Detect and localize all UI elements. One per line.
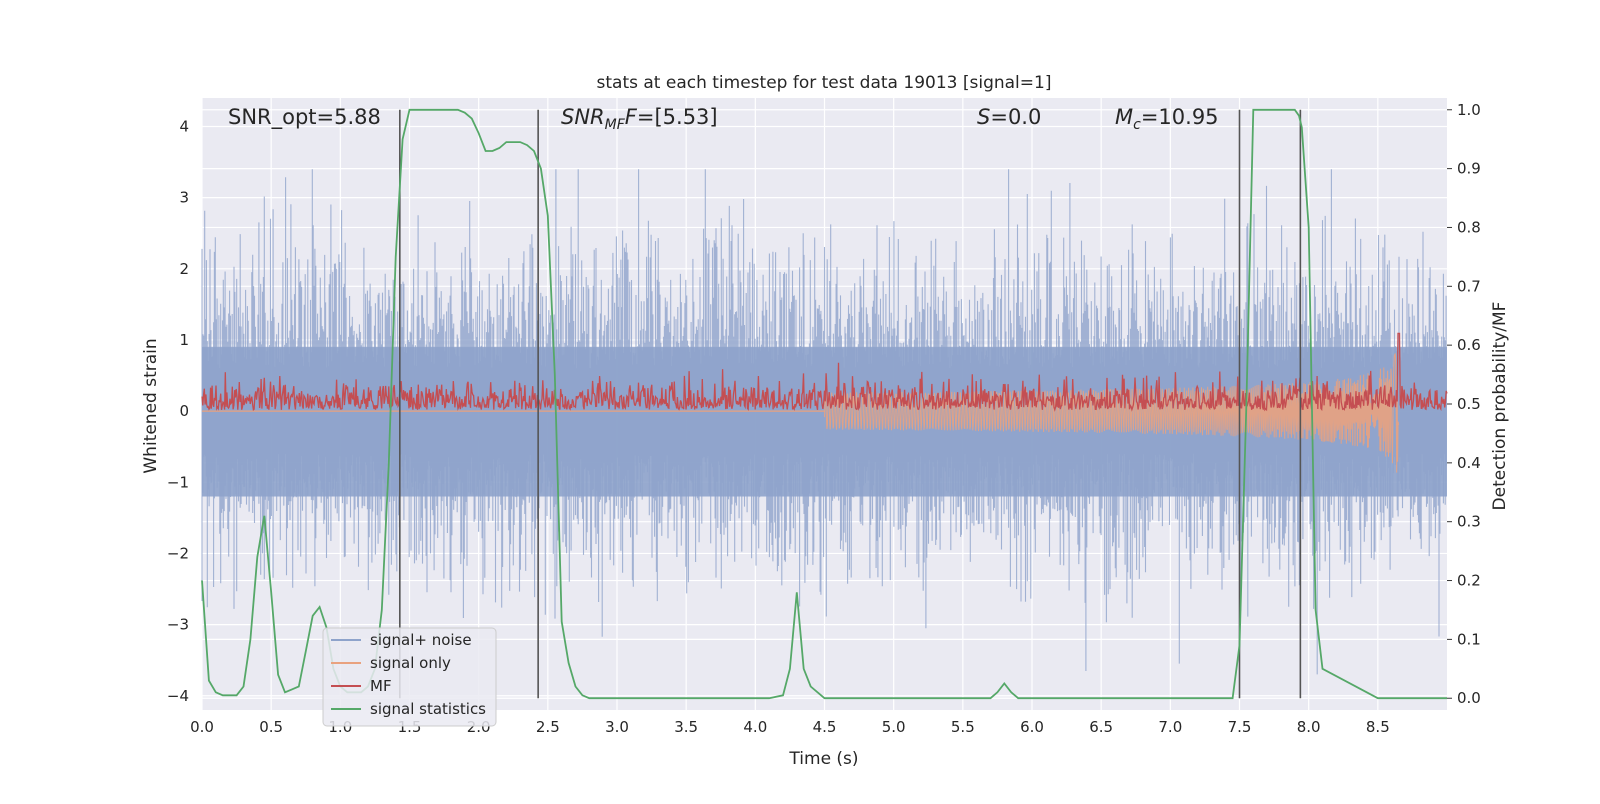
y-tick-label-right: 0.3 (1457, 513, 1481, 531)
x-tick-label: 8.0 (1297, 718, 1321, 736)
y-axis-label-left: Whitened strain (141, 338, 161, 473)
signal-statistics-trace (201, 108, 1447, 700)
y-tick-label-right: 0.2 (1457, 572, 1481, 590)
mc-symbol: M (1115, 105, 1133, 129)
legend-label-mf: MF (370, 677, 392, 695)
x-tick-label: 0.5 (259, 718, 283, 736)
mc-value: =10.95 (1141, 105, 1219, 129)
y-tick-label-right: 0.8 (1457, 218, 1481, 236)
x-tick-label: 8.5 (1366, 718, 1390, 736)
mc-sub: c (1133, 117, 1141, 133)
x-tick-label: 2.5 (536, 718, 560, 736)
legend-label-stats: signal statistics (370, 700, 486, 718)
y-axis-label-right: Detection probability/MF (1490, 302, 1510, 511)
snr-mf-value: =[5.53] (637, 105, 718, 129)
x-tick-label: 4.5 (813, 718, 837, 736)
vertical-markers (399, 109, 1302, 699)
annotation-snr-mf: SNRMFF=[5.53] (561, 105, 718, 133)
s-symbol: S (977, 105, 990, 129)
y-tick-label-right: 0.5 (1457, 395, 1481, 413)
y-tick-label-left: 0 (179, 402, 189, 420)
annotation-s: S=0.0 (977, 105, 1041, 129)
annotation-snr-opt: SNR_opt=5.88 (228, 105, 381, 130)
y-tick-label-left: 4 (179, 117, 189, 135)
y-tick-label-left: 2 (179, 260, 189, 278)
x-tick-label: 0.0 (190, 718, 214, 736)
chart-title: stats at each timestep for test data 190… (597, 73, 1052, 93)
x-tick-label: 5.0 (882, 718, 906, 736)
s-value: =0.0 (990, 105, 1041, 129)
y-tick-label-right: 0.4 (1457, 454, 1481, 472)
legend-label-signal: signal only (370, 654, 451, 672)
x-tick-label: 7.5 (1228, 718, 1252, 736)
y-tick-label-right: 0.0 (1457, 689, 1481, 707)
x-tick-label: 5.5 (951, 718, 975, 736)
y-tick-label-right: 0.1 (1457, 630, 1481, 648)
snr-mf-base: SNR (561, 105, 605, 129)
signal-statistics-series (201, 108, 1447, 700)
x-tick-label: 7.0 (1158, 718, 1182, 736)
y-tick-label-right: 0.9 (1457, 160, 1481, 178)
annotation-mc: Mc=10.95 (1115, 105, 1219, 133)
y-tick-label-left: −4 (167, 687, 189, 705)
y-tick-label-right: 0.7 (1457, 277, 1481, 295)
x-tick-label: 3.0 (605, 718, 629, 736)
y-tick-label-left: −3 (167, 616, 189, 634)
legend-box (322, 627, 497, 727)
y-tick-label-left: 1 (179, 331, 189, 349)
x-tick-label: 6.0 (1020, 718, 1044, 736)
legend-label-noise: signal+ noise (370, 631, 472, 649)
legend: signal+ noise signal only MF signal stat… (322, 627, 497, 727)
x-tick-label: 3.5 (674, 718, 698, 736)
snr-mf-sub: MF (605, 117, 626, 133)
y-tick-label-left: −2 (167, 544, 189, 562)
y-tick-label-right: 0.6 (1457, 336, 1481, 354)
x-axis-label: Time (s) (788, 749, 858, 769)
x-tick-label: 6.5 (1089, 718, 1113, 736)
y-tick-label-left: −1 (167, 473, 189, 491)
y-tick-label-right: 1.0 (1457, 101, 1481, 119)
ticks: 0.0 0.5 1.0 1.5 2.0 2.5 3.0 3.5 4.0 4.5 5.0 5.5 6.0 6… (167, 101, 1481, 736)
x-tick-label: 4.0 (743, 718, 767, 736)
y-tick-label-left: 3 (179, 189, 189, 207)
